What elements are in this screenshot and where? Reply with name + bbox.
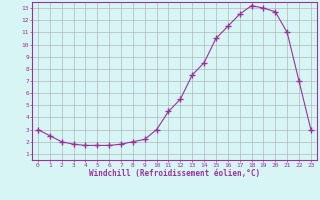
- X-axis label: Windchill (Refroidissement éolien,°C): Windchill (Refroidissement éolien,°C): [89, 169, 260, 178]
